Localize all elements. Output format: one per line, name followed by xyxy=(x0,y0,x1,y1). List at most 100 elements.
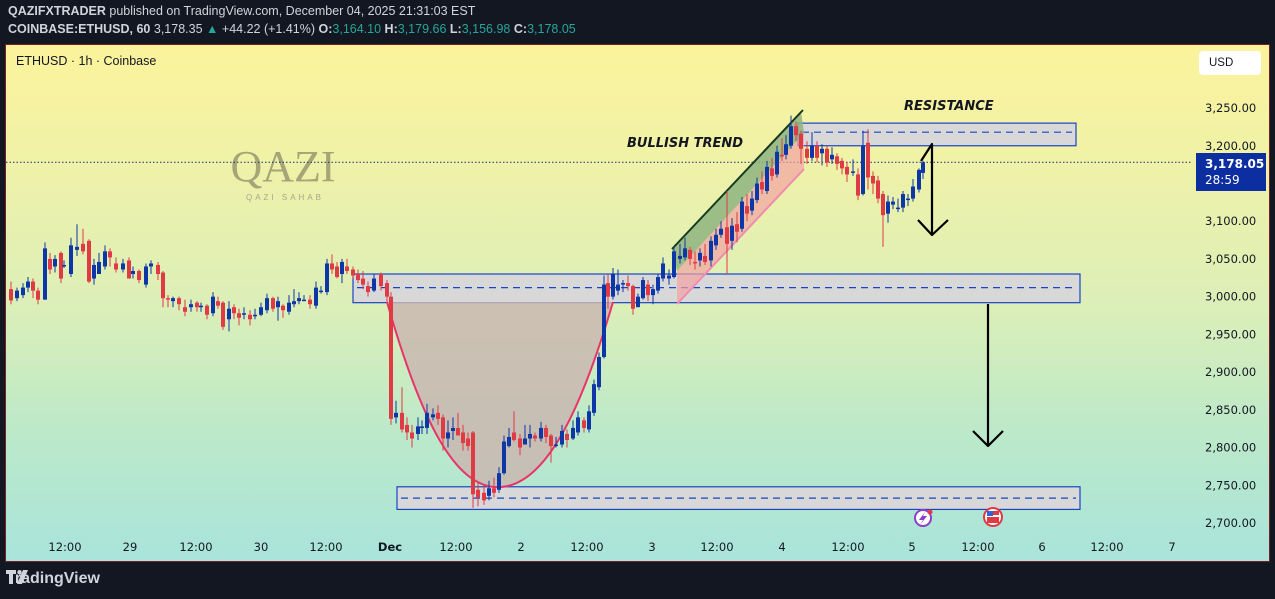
candle-body[interactable] xyxy=(92,264,96,279)
candle-body[interactable] xyxy=(523,438,527,445)
candle-body[interactable] xyxy=(840,160,844,169)
candle-body[interactable] xyxy=(405,424,409,433)
candle-body[interactable] xyxy=(161,272,165,299)
candle-body[interactable] xyxy=(765,166,769,192)
candle-body[interactable] xyxy=(592,384,596,413)
candle-body[interactable] xyxy=(646,284,650,296)
candle-body[interactable] xyxy=(400,412,404,430)
candle-body[interactable] xyxy=(565,433,569,441)
candle-body[interactable] xyxy=(302,299,306,302)
candle-body[interactable] xyxy=(48,258,52,270)
resistance-down-arrow-head[interactable] xyxy=(917,219,949,237)
candle-body[interactable] xyxy=(461,432,465,444)
candle-body[interactable] xyxy=(825,148,829,163)
candle-body[interactable] xyxy=(69,245,73,275)
candle-body[interactable] xyxy=(431,414,435,418)
candle-body[interactable] xyxy=(835,156,839,164)
candle-body[interactable] xyxy=(730,225,734,241)
candle-body[interactable] xyxy=(340,261,344,275)
candle-body[interactable] xyxy=(43,248,47,300)
candle-body[interactable] xyxy=(171,298,175,302)
candle-body[interactable] xyxy=(297,298,301,302)
candle-body[interactable] xyxy=(385,283,389,297)
candle-body[interactable] xyxy=(507,436,511,447)
candle-body[interactable] xyxy=(379,274,383,287)
candle-body[interactable] xyxy=(425,412,429,428)
candle-body[interactable] xyxy=(582,420,586,428)
candle-body[interactable] xyxy=(416,426,420,434)
candle-body[interactable] xyxy=(656,277,660,291)
candle-body[interactable] xyxy=(81,243,85,252)
candle-body[interactable] xyxy=(389,296,393,419)
candle-body[interactable] xyxy=(703,255,707,262)
candle-body[interactable] xyxy=(227,308,231,320)
candle-body[interactable] xyxy=(678,255,682,259)
candle-body[interactable] xyxy=(631,286,635,309)
candle-body[interactable] xyxy=(199,305,203,308)
tradingview-logo[interactable]: TradingView xyxy=(6,570,100,588)
trend-line-lower[interactable] xyxy=(676,168,805,305)
candle-body[interactable] xyxy=(735,224,739,232)
candle-body[interactable] xyxy=(881,194,885,216)
candle-body[interactable] xyxy=(15,290,19,299)
candle-body[interactable] xyxy=(636,296,640,308)
candle-body[interactable] xyxy=(866,142,870,178)
candle-body[interactable] xyxy=(436,412,440,419)
resistance-down-arrow-shaft[interactable] xyxy=(920,142,934,235)
candle-body[interactable] xyxy=(248,314,252,320)
candle-body[interactable] xyxy=(805,148,809,158)
candle-body[interactable] xyxy=(871,175,875,184)
candle-body[interactable] xyxy=(876,180,880,199)
candle-body[interactable] xyxy=(539,427,543,439)
candle-body[interactable] xyxy=(26,281,30,288)
candle-body[interactable] xyxy=(319,290,323,293)
candle-body[interactable] xyxy=(820,148,824,154)
candle-body[interactable] xyxy=(276,301,280,308)
candle-body[interactable] xyxy=(242,313,246,315)
candle-body[interactable] xyxy=(137,270,141,281)
candle-body[interactable] xyxy=(576,417,580,433)
chart-pane[interactable]: QAZI QAZI SAHAB BULLISH TREND RESISTANCE 3,2… xyxy=(5,44,1270,562)
candle-body[interactable] xyxy=(372,278,376,291)
candle-body[interactable] xyxy=(794,126,798,136)
candle-body[interactable] xyxy=(906,198,910,201)
candle-body[interactable] xyxy=(420,426,424,428)
zone-resistance[interactable] xyxy=(797,122,1077,147)
candle-body[interactable] xyxy=(810,145,814,158)
candle-body[interactable] xyxy=(799,133,803,149)
candle-body[interactable] xyxy=(345,266,349,271)
candle-body[interactable] xyxy=(189,304,193,308)
candle-body[interactable] xyxy=(770,168,774,176)
candle-body[interactable] xyxy=(127,260,131,279)
candle-body[interactable] xyxy=(205,305,209,315)
candle-body[interactable] xyxy=(901,194,905,208)
candle-body[interactable] xyxy=(265,298,269,311)
author[interactable]: QAZIFXTRADER xyxy=(8,4,106,18)
candle-body[interactable] xyxy=(554,444,558,447)
candle-body[interactable] xyxy=(616,284,620,291)
candle-body[interactable] xyxy=(698,252,702,261)
candle-body[interactable] xyxy=(661,263,665,279)
candle-body[interactable] xyxy=(497,473,501,490)
candle-body[interactable] xyxy=(361,278,365,285)
candle-body[interactable] xyxy=(221,302,225,327)
candle-body[interactable] xyxy=(533,435,537,439)
candle-body[interactable] xyxy=(287,302,291,312)
candle-body[interactable] xyxy=(476,489,480,498)
candle-body[interactable] xyxy=(292,301,296,305)
candle-body[interactable] xyxy=(149,263,153,267)
candle-body[interactable] xyxy=(183,307,187,312)
candle-body[interactable] xyxy=(237,313,241,318)
candle-body[interactable] xyxy=(21,287,25,296)
candle-body[interactable] xyxy=(641,280,645,299)
candle-body[interactable] xyxy=(9,289,13,301)
candle-body[interactable] xyxy=(740,201,744,229)
candle-body[interactable] xyxy=(195,302,199,308)
candle-body[interactable] xyxy=(886,201,890,214)
candle-body[interactable] xyxy=(755,183,759,201)
candle-body[interactable] xyxy=(259,307,263,315)
candle-body[interactable] xyxy=(626,283,630,287)
candle-body[interactable] xyxy=(502,441,506,474)
candle-body[interactable] xyxy=(97,261,101,275)
candle-body[interactable] xyxy=(606,283,610,297)
